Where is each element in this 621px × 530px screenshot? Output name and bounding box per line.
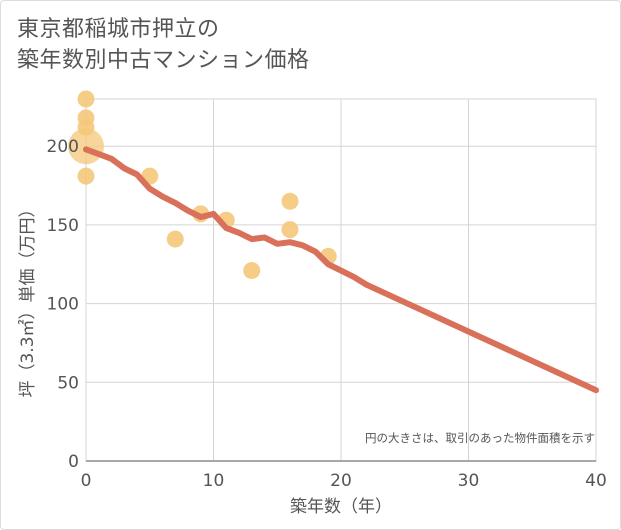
x-tick-label: 40 xyxy=(585,471,607,491)
y-tick-label: 150 xyxy=(47,216,79,236)
trend-line xyxy=(83,146,599,394)
size-note: 円の大きさは、取引のあった物件面積を示す xyxy=(365,431,595,445)
x-tick-labels: 0 10 20 30 40 xyxy=(81,471,607,491)
data-point xyxy=(77,90,95,108)
x-tick-label: 20 xyxy=(330,471,352,491)
y-tick-labels: 0 50 100 150 200 xyxy=(47,137,79,472)
y-tick-label: 50 xyxy=(57,373,79,393)
data-point xyxy=(166,230,184,248)
y-axis-title: 坪（3.3㎡）単価（万円） xyxy=(18,200,38,397)
grid-lines xyxy=(85,98,597,462)
x-tick-label: 0 xyxy=(81,471,92,491)
data-point xyxy=(243,262,261,280)
y-tick-label: 100 xyxy=(47,295,79,315)
x-tick-label: 10 xyxy=(203,471,225,491)
data-point xyxy=(281,192,299,210)
data-point xyxy=(77,167,95,185)
chart-title-line-2: 築年数別中古マンション価格 xyxy=(17,48,310,73)
data-point xyxy=(281,221,299,239)
y-tick-label: 200 xyxy=(47,137,79,157)
y-tick-label: 0 xyxy=(68,452,79,472)
chart-title: 東京都稲城市押立の 築年数別中古マンション価格 xyxy=(17,14,310,76)
x-axis-title: 築年数（年） xyxy=(290,497,392,517)
chart-title-line-1: 東京都稲城市押立の xyxy=(17,17,220,42)
x-tick-label: 30 xyxy=(458,471,480,491)
data-points xyxy=(68,90,337,280)
